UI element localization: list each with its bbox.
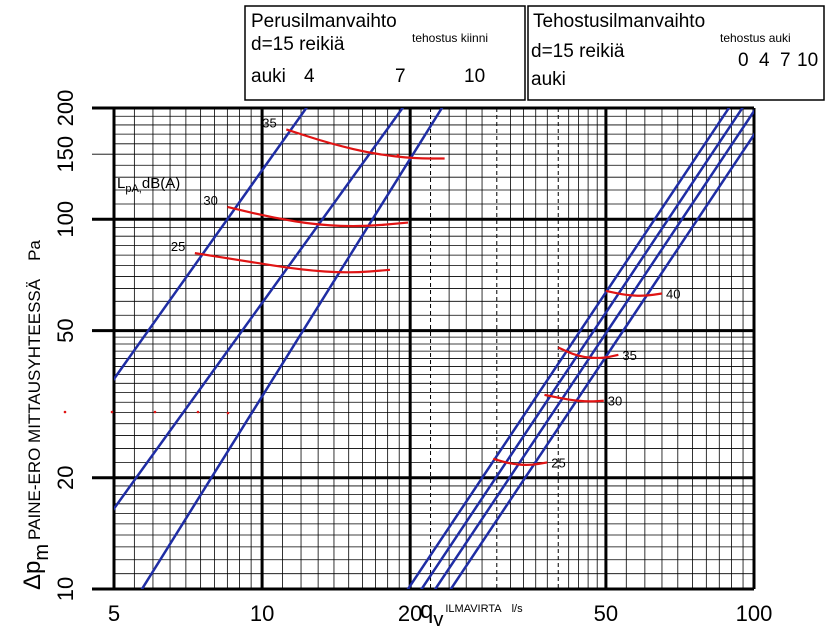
series-line-basic-4 [114, 108, 308, 382]
legend-box-boost: Tehostusilmanvaihto tehostus auki d=15 r… [527, 5, 825, 101]
boost-box-line1: d=15 reikiä [531, 41, 625, 62]
sound-curve-label-40: 40 [666, 286, 680, 301]
y-tick-label: 100 [53, 201, 78, 238]
x-tick-label: 20 [398, 601, 422, 626]
sound-curve-35 [285, 128, 445, 160]
sound-level-label: LpA,dB(A) [117, 175, 180, 195]
boost-series-label-4: 4 [759, 50, 770, 71]
y-tick-label: 50 [53, 318, 78, 342]
boost-box-note: tehostus auki [720, 31, 791, 45]
basic-series-label-7: 7 [395, 66, 406, 87]
sound-curve-label-25: 25 [171, 239, 185, 254]
axis-tick-labels: 5 10 20 50 100 10 20 50 100 150 200 [53, 90, 772, 626]
sound-curve-label-35: 35 [622, 348, 636, 363]
svg-text:ΔpmPAINE-ERO MITTAUSYHTEESSÄPa: ΔpmPAINE-ERO MITTAUSYHTEESSÄPa [19, 240, 53, 590]
y-tick-label: 200 [53, 90, 78, 127]
basic-box-line1: d=15 reikiä [251, 34, 345, 55]
sound-curve-25 [492, 457, 548, 466]
y-tick-label: 20 [53, 465, 78, 489]
sound-curve-label-35: 35 [262, 115, 276, 130]
x-tick-label: 100 [736, 601, 773, 626]
sound-curve-30 [227, 205, 409, 228]
flow-series-lines [114, 108, 754, 589]
sound-curve-40 [605, 289, 663, 297]
sound-curve-35 [557, 346, 619, 360]
boost-box-title: Tehostusilmanvaihto [533, 11, 705, 32]
sound-curve-30 [544, 393, 604, 403]
basic-box-line2: auki [251, 66, 286, 87]
y-axis-title: ΔpmPAINE-ERO MITTAUSYHTEESSÄPa [19, 240, 53, 590]
series-line-boost-10 [449, 132, 754, 589]
basic-series-label-4: 4 [304, 66, 315, 87]
boost-series-label-7: 7 [780, 50, 791, 71]
y-tick-label: 150 [53, 136, 78, 173]
basic-series-label-10: 10 [464, 66, 485, 87]
x-tick-label: 50 [594, 601, 618, 626]
boost-box-line2: auki [531, 69, 566, 90]
sound-curve-label-25: 25 [551, 455, 565, 470]
series-line-boost-7 [433, 108, 754, 589]
sound-level-curves: 35 30 25 40 35 30 25 [171, 115, 681, 470]
x-tick-label: 5 [108, 601, 120, 626]
red-marker-dots [63, 153, 400, 415]
series-line-basic-10 [140, 108, 444, 589]
legend-box-basic: Perusilmanvaihto d=15 reikiä tehostus ki… [244, 5, 526, 101]
series-line-boost-4 [420, 108, 744, 589]
sound-curve-25 [194, 252, 391, 274]
sound-curve-label-30: 30 [203, 193, 217, 208]
x-axis-title: qv ILMAVIRTA l/s [420, 597, 523, 629]
sound-curve-label-30: 30 [608, 394, 622, 409]
y-tick-label: 10 [53, 577, 78, 601]
boost-series-label-0: 0 [738, 50, 749, 71]
series-line-basic-7 [114, 108, 405, 511]
x-tick-label: 10 [250, 601, 274, 626]
basic-box-title: Perusilmanvaihto [251, 11, 397, 32]
basic-box-note: tehostus kiinni [412, 31, 488, 45]
dashed-reference-lines [430, 108, 559, 589]
boost-series-label-10: 10 [797, 50, 818, 71]
series-line-boost-0 [406, 108, 731, 589]
grid-lines [92, 106, 756, 591]
